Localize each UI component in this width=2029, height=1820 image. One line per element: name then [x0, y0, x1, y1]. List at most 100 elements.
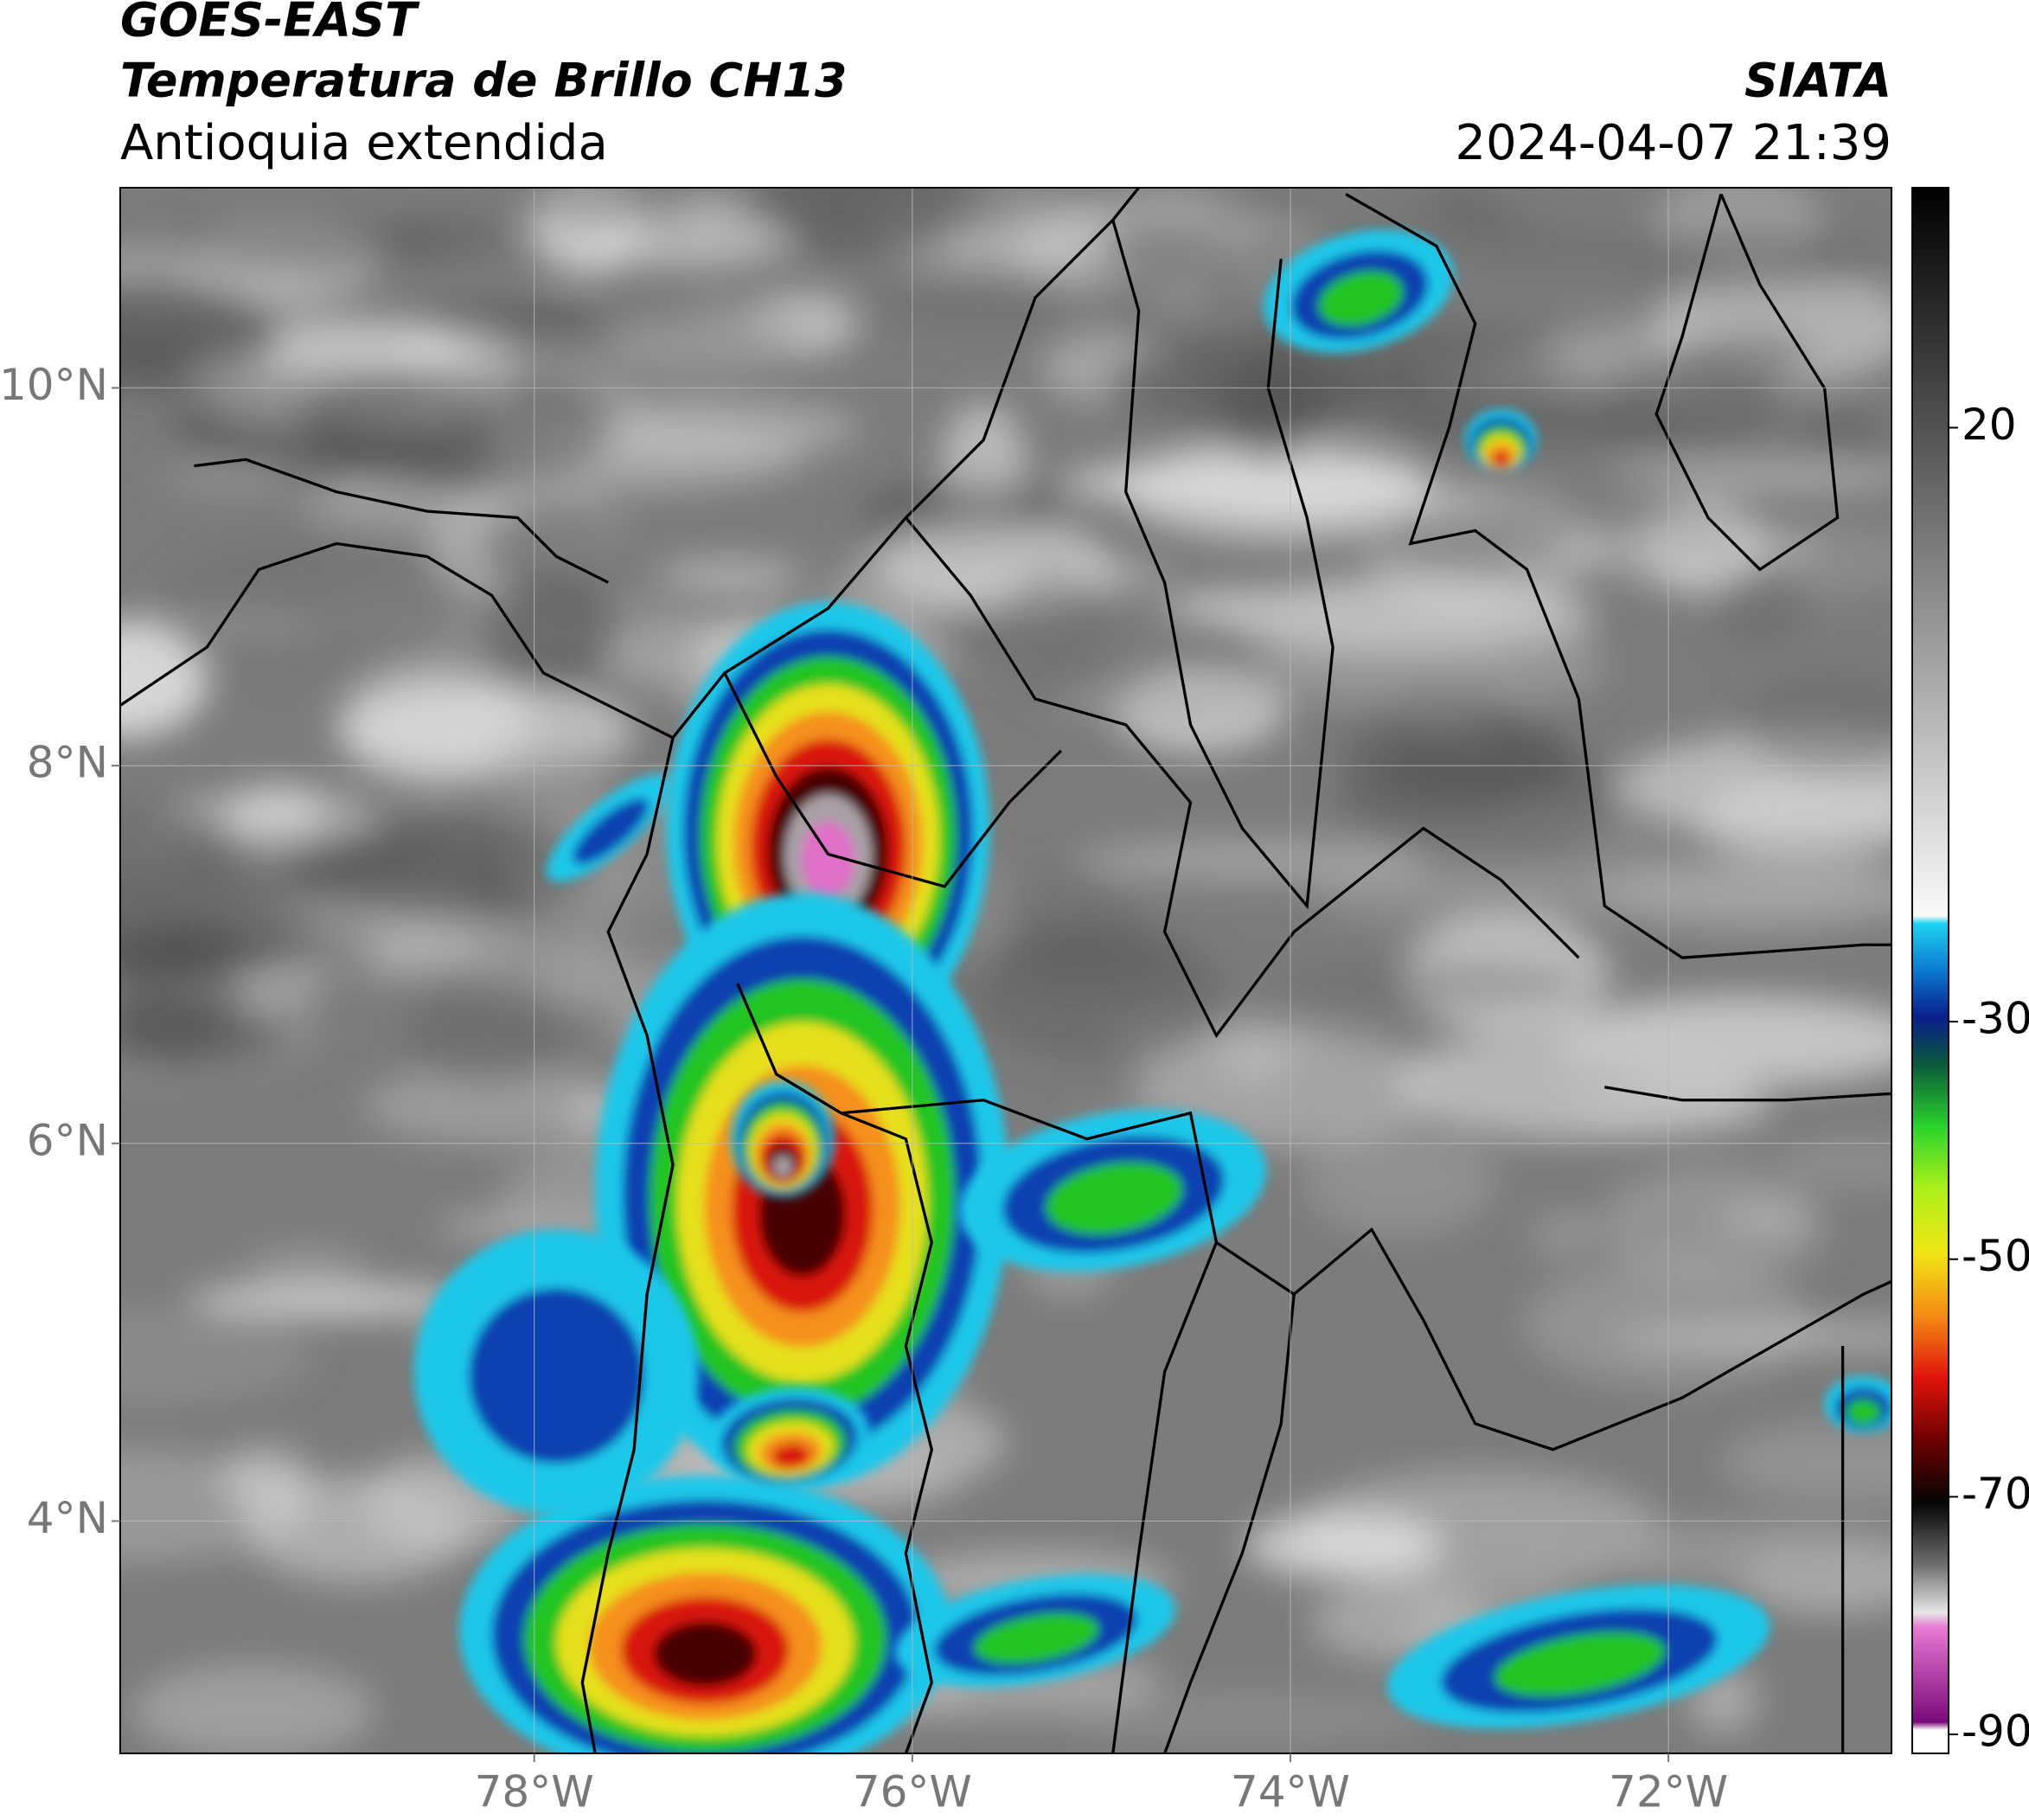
clear-area — [1712, 565, 1809, 649]
cloud — [1614, 462, 1891, 491]
storm — [1386, 1584, 1770, 1729]
storm-level — [771, 1444, 811, 1469]
cloud — [120, 1309, 313, 1404]
storm — [413, 1229, 699, 1515]
cloud — [1600, 1163, 1825, 1285]
clear-area — [1671, 330, 1814, 381]
border — [905, 516, 1580, 1039]
timestamp: 2024-04-07 21:39 — [1455, 115, 1891, 171]
clear-area — [1367, 500, 1577, 574]
title: GOES-EAST — [120, 0, 420, 48]
region: Antioquia extendida — [120, 115, 608, 171]
y-tick-label: 8°N — [27, 738, 108, 788]
clear-area — [1271, 961, 1590, 1006]
x-tick-label: 74°W — [1231, 1767, 1350, 1817]
cloud — [1610, 1322, 1891, 1352]
x-tick-label: 78°W — [475, 1767, 594, 1817]
clear-area — [916, 607, 1006, 654]
coastline — [1655, 193, 1840, 572]
clear-area — [1336, 688, 1555, 819]
clear-area — [482, 567, 620, 695]
cloud — [1780, 1137, 1891, 1189]
border — [841, 1099, 1219, 1753]
storm-level — [1046, 1162, 1183, 1235]
map-frame — [119, 187, 1892, 1754]
storm — [709, 1387, 870, 1486]
cloud — [482, 725, 631, 816]
colorbar-tick-label: -70 — [1962, 1469, 2029, 1519]
storm-level — [469, 1288, 644, 1464]
border — [1345, 193, 1891, 959]
clear-area — [970, 926, 1232, 1064]
clear-area — [120, 923, 385, 974]
cloud — [1697, 773, 1891, 866]
clear-area — [483, 499, 630, 600]
cloud — [1060, 457, 1431, 509]
colorbar-tick-label: -30 — [1962, 994, 2029, 1044]
cloud — [1245, 1513, 1443, 1580]
storm — [1264, 229, 1454, 353]
border — [1604, 1086, 1891, 1102]
storm-level — [1846, 1399, 1881, 1425]
y-tick-label: 4°N — [27, 1493, 108, 1543]
cloud — [1524, 1259, 1814, 1387]
cloud — [1079, 838, 1436, 882]
graticule — [120, 188, 1891, 1753]
storm-level — [974, 1612, 1099, 1664]
clear-area — [535, 188, 694, 230]
storm — [731, 1080, 835, 1197]
clear-area — [166, 212, 449, 272]
clear-area — [1093, 220, 1233, 273]
map-image — [120, 188, 1891, 1753]
border — [723, 672, 1063, 888]
storm-level — [573, 798, 650, 865]
clear-area — [120, 797, 237, 915]
clear-area — [1794, 409, 1891, 461]
colorbar-tick-label: 20 — [1962, 400, 2017, 450]
cloud — [243, 1246, 368, 1281]
cloud — [188, 1284, 468, 1317]
border — [1215, 1227, 1891, 1452]
coastline — [580, 737, 675, 1753]
clear-area — [387, 212, 509, 263]
clear-area — [120, 999, 285, 1073]
storm-level — [1495, 1631, 1666, 1697]
coastline — [194, 458, 609, 584]
clear-area — [1305, 195, 1541, 243]
cloud — [120, 625, 208, 739]
clear-area — [285, 817, 597, 921]
cloud — [1303, 1123, 1496, 1237]
storm — [894, 1573, 1176, 1688]
y-tick-label: 10°N — [0, 360, 108, 410]
cloud — [1531, 1211, 1602, 1259]
clear-area — [850, 496, 922, 551]
border — [736, 983, 933, 1753]
storm-level — [1318, 271, 1404, 326]
cloud — [1718, 1206, 1811, 1233]
border — [1111, 219, 1335, 910]
storm-level — [653, 1621, 758, 1687]
clear-area — [730, 188, 1015, 241]
borders — [120, 188, 1891, 1753]
cloud — [1060, 1690, 1437, 1745]
clear-area — [155, 538, 458, 676]
storm-level — [773, 1155, 793, 1177]
cloud — [132, 1663, 375, 1753]
colorbar-tick-label: -90 — [1962, 1707, 2029, 1757]
clear-area — [120, 285, 279, 382]
storm — [459, 1475, 951, 1753]
clear-area — [1738, 667, 1891, 777]
storm — [1824, 1375, 1891, 1433]
storm — [959, 1109, 1267, 1272]
storm-level — [1492, 452, 1510, 467]
cloud — [1721, 1421, 1891, 1504]
storm — [1464, 408, 1538, 471]
cloud — [657, 560, 803, 592]
clear-area — [303, 361, 615, 496]
cloud — [1589, 1521, 1891, 1587]
colorbar — [1911, 187, 1949, 1754]
storm-level — [801, 821, 855, 898]
clear-area — [1220, 358, 1319, 465]
